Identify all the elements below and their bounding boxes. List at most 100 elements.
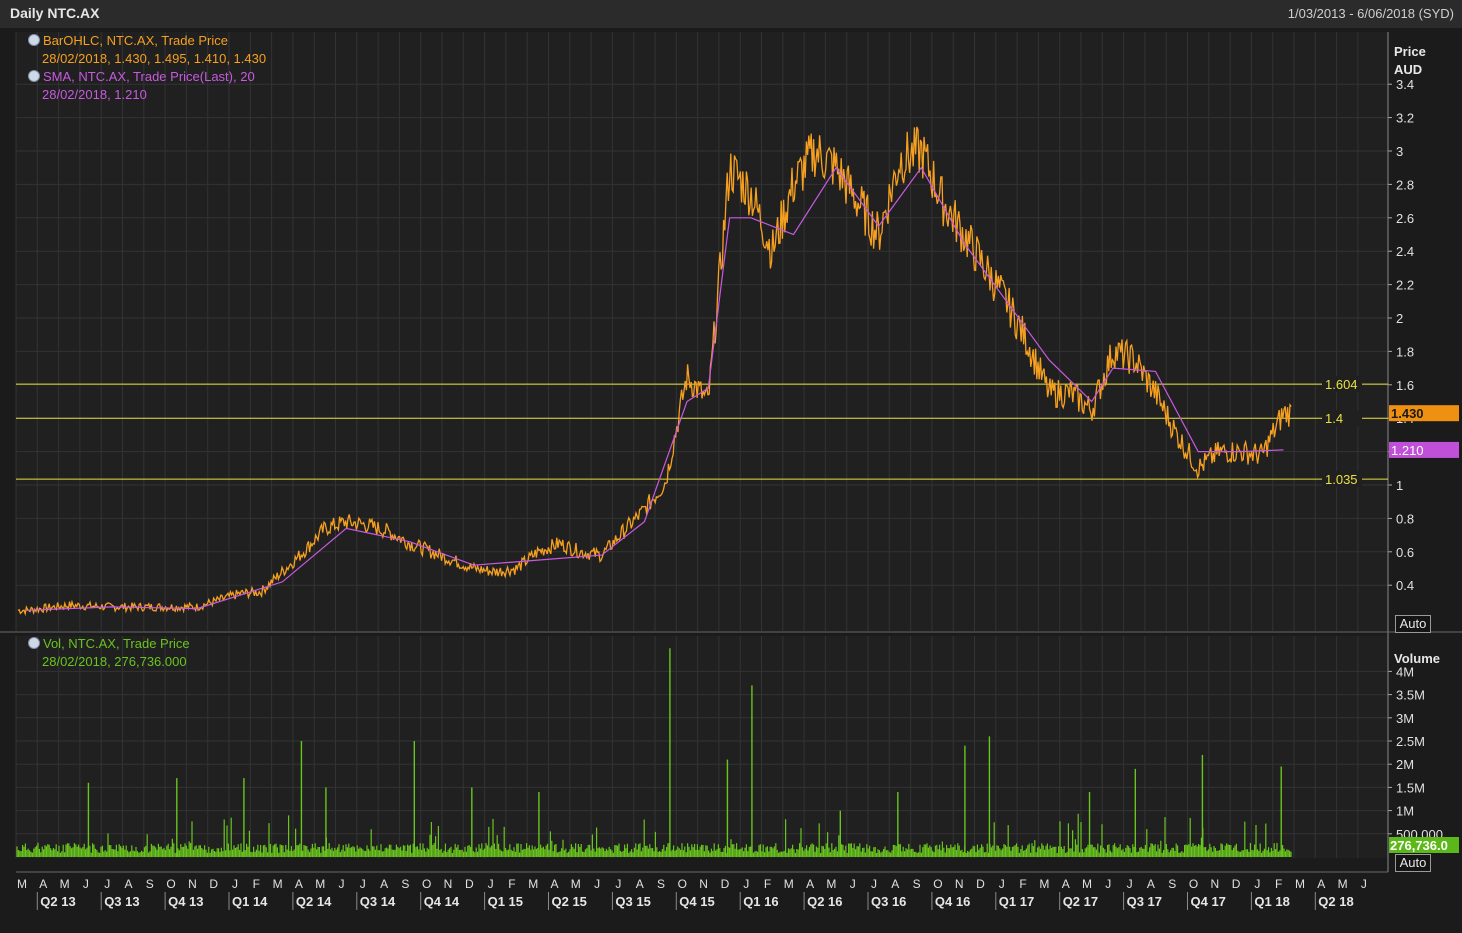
- price-auto-scale-button[interactable]: Auto: [1395, 615, 1431, 633]
- x-axis-month-label: F: [764, 877, 771, 891]
- x-axis-month-label: O: [1189, 877, 1198, 891]
- x-axis-month-label: S: [1168, 877, 1176, 891]
- volume-series-values: 28/02/2018, 276,736.000: [42, 654, 187, 669]
- sma-series-values: 28/02/2018, 1.210: [42, 87, 147, 102]
- volume-value-tag: [1389, 837, 1459, 853]
- x-axis-month-label: M: [273, 877, 283, 891]
- price-series-label: BarOHLC, NTC.AX, Trade Price: [43, 33, 228, 48]
- price-series-line: [17, 126, 1292, 617]
- x-axis-month-label: J: [594, 877, 600, 891]
- x-axis-month-label: S: [913, 877, 921, 891]
- title-bar: Daily NTC.AX 1/03/2013 - 6/06/2018 (SYD): [0, 0, 1462, 28]
- x-axis-month-label: N: [699, 877, 708, 891]
- x-axis-quarter-label: Q4 13: [168, 894, 203, 909]
- volume-series-label: Vol, NTC.AX, Trade Price: [43, 636, 190, 651]
- sma-series-label: SMA, NTC.AX, Trade Price(Last), 20: [43, 69, 255, 84]
- x-axis-month-label: M: [1039, 877, 1049, 891]
- price-axis-tick-label: 2.2: [1396, 278, 1414, 293]
- x-axis-month-label: J: [615, 877, 621, 891]
- x-axis-month-label: O: [166, 877, 175, 891]
- x-axis-month-label: F: [508, 877, 515, 891]
- volume-axis-tick-label: 2.5M: [1396, 734, 1425, 749]
- volume-plot-area: [16, 636, 1388, 858]
- x-axis-month-label: F: [253, 877, 260, 891]
- date-range: 1/03/2013 - 6/06/2018 (SYD): [1287, 6, 1454, 21]
- x-axis-month-label: J: [743, 877, 749, 891]
- x-axis-month-label: M: [1338, 877, 1348, 891]
- x-axis-month-label: M: [571, 877, 581, 891]
- x-axis-quarter-label: Q4 17: [1191, 894, 1226, 909]
- x-axis-quarter-label: Q1 15: [488, 894, 523, 909]
- x-axis-month-label: N: [444, 877, 453, 891]
- price-legend[interactable]: BarOHLC, NTC.AX, Trade Price 28/02/2018,…: [28, 32, 266, 104]
- x-axis-month-label: J: [232, 877, 238, 891]
- x-axis-quarter-label: Q2 15: [552, 894, 587, 909]
- x-axis-month-label: A: [1062, 877, 1070, 891]
- x-axis-quarter-label: Q3 15: [615, 894, 650, 909]
- x-axis-month-label: J: [1254, 877, 1260, 891]
- price-axis-tick-label: 2.8: [1396, 177, 1414, 192]
- x-axis-month-label: M: [1295, 877, 1305, 891]
- x-axis-quarter-label: Q1 18: [1254, 894, 1289, 909]
- legend-toggle-icon[interactable]: [28, 637, 40, 649]
- x-axis-month-label: O: [678, 877, 687, 891]
- x-axis-month-label: A: [1147, 877, 1155, 891]
- price-series-values: 28/02/2018, 1.430, 1.495, 1.410, 1.430: [42, 51, 267, 66]
- x-axis-month-label: M: [826, 877, 836, 891]
- x-axis-month-label: M: [315, 877, 325, 891]
- x-axis-month-label: M: [60, 877, 70, 891]
- x-axis-quarter-label: Q2 18: [1318, 894, 1353, 909]
- price-axis-tick-label: 1.8: [1396, 344, 1414, 359]
- x-axis-month-label: J: [83, 877, 89, 891]
- volume-axis-tick-label: 1M: [1396, 804, 1414, 819]
- x-axis-month-label: J: [871, 877, 877, 891]
- x-axis-month-label: A: [891, 877, 899, 891]
- price-axis-tick-label: 0.4: [1396, 578, 1414, 593]
- hline-label-bg: [1322, 471, 1362, 488]
- x-axis-month-label: J: [1105, 877, 1111, 891]
- x-axis-month-label: F: [1275, 877, 1282, 891]
- x-axis-quarter-label: Q3 17: [1127, 894, 1162, 909]
- x-axis-month-label: A: [380, 877, 388, 891]
- x-axis-month-label: D: [976, 877, 985, 891]
- x-axis-month-label: O: [422, 877, 431, 891]
- x-axis-month-label: S: [401, 877, 409, 891]
- volume-auto-scale-button[interactable]: Auto: [1395, 854, 1431, 872]
- x-axis-quarter-label: Q4 16: [935, 894, 970, 909]
- price-axis-tick-label: 2.6: [1396, 211, 1414, 226]
- legend-toggle-icon[interactable]: [28, 34, 40, 46]
- price-axis-tick-label: 2: [1396, 311, 1403, 326]
- sma-value-tag-label: 1.210: [1391, 443, 1424, 458]
- hline-label: 1.035: [1325, 472, 1358, 487]
- price-axis-tick-label: 1: [1396, 478, 1403, 493]
- x-axis-quarter-label: Q1 16: [743, 894, 778, 909]
- legend-toggle-icon[interactable]: [28, 70, 40, 82]
- x-axis-month-label: J: [360, 877, 366, 891]
- x-axis-month-label: M: [1082, 877, 1092, 891]
- hline-label: 1.604: [1325, 377, 1358, 392]
- x-axis-quarter-label: Q2 13: [40, 894, 75, 909]
- x-axis-month-label: D: [1232, 877, 1241, 891]
- hline-label-bg: [1322, 376, 1362, 393]
- volume-axis-tick-label: 3.5M: [1396, 688, 1425, 703]
- last-price-tag-label: 1.430: [1391, 406, 1424, 421]
- x-axis-quarter-label: Q4 15: [679, 894, 714, 909]
- volume-legend[interactable]: Vol, NTC.AX, Trade Price 28/02/2018, 276…: [28, 635, 190, 671]
- x-axis-month-label: A: [124, 877, 132, 891]
- x-axis-month-label: D: [721, 877, 730, 891]
- x-axis-quarter-label: Q3 14: [360, 894, 396, 909]
- x-axis-month-label: A: [1317, 877, 1325, 891]
- volume-bars-base: [16, 813, 1292, 857]
- price-axis-tick-label: 0.6: [1396, 545, 1414, 560]
- x-axis-month-label: M: [17, 877, 27, 891]
- x-axis-quarter-label: Q2 14: [296, 894, 332, 909]
- volume-axis-title: Volume: [1394, 651, 1440, 666]
- price-axis-title: Price AUD: [1394, 44, 1426, 77]
- volume-axis-tick-label: 3M: [1396, 711, 1414, 726]
- x-axis-month-label: J: [1127, 877, 1133, 891]
- price-axis-tick-label: 1.6: [1396, 378, 1414, 393]
- chart-title: Daily NTC.AX: [10, 5, 100, 21]
- x-axis-month-label: A: [550, 877, 558, 891]
- x-axis-quarter-label: Q3 16: [871, 894, 906, 909]
